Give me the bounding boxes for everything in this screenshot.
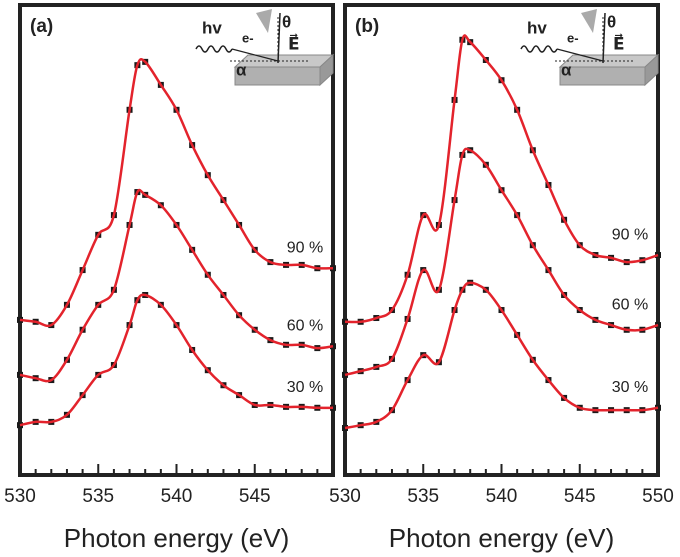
curve-label: 30 % xyxy=(612,379,648,396)
curve-label: 90 % xyxy=(287,239,323,256)
inset-label: θ xyxy=(607,12,616,31)
inset-label: e- xyxy=(242,30,254,45)
inset-diagram: hv e-θE⃗ α xyxy=(520,9,660,87)
x-axis-label: Photon energy (eV) xyxy=(389,523,614,553)
x-axis-label: Photon energy (eV) xyxy=(64,523,289,553)
curve-label: 60 % xyxy=(287,317,323,334)
inset-label: E⃗ xyxy=(288,32,300,53)
x-tick-label: 545 xyxy=(239,486,271,507)
fit-line xyxy=(19,293,334,427)
inset-label: hv xyxy=(202,18,222,37)
photon-arrow xyxy=(556,48,604,62)
data-point xyxy=(655,252,661,259)
inset-diagram: hv e-θE⃗ α xyxy=(195,9,335,87)
fit-line xyxy=(344,34,659,324)
sample-side xyxy=(319,53,334,87)
photon-wave xyxy=(520,45,558,53)
fit-line xyxy=(19,58,334,328)
x-tick-label: 540 xyxy=(161,486,193,507)
x-tick-label: 530 xyxy=(4,486,36,507)
photon-wave xyxy=(195,45,233,53)
inset-label: e- xyxy=(567,30,579,45)
fit-line xyxy=(344,147,659,377)
x-tick-label: 545 xyxy=(564,486,596,507)
analyzer-cone xyxy=(581,9,597,33)
x-tick-label: 530 xyxy=(329,486,361,507)
inset-label: α xyxy=(561,60,572,79)
curve-label: 90 % xyxy=(612,226,648,243)
curve-label: 60 % xyxy=(612,296,648,313)
photon-arrow xyxy=(231,48,279,62)
inset-label: θ xyxy=(282,12,291,31)
panel-label: (a) xyxy=(30,16,53,37)
x-tick-label: 550 xyxy=(642,486,674,507)
x-tick-label: 535 xyxy=(82,486,114,507)
curve-label: 30 % xyxy=(287,379,323,396)
inset-label: α xyxy=(236,60,247,79)
panel-label: (b) xyxy=(355,16,379,37)
inset-label: hv xyxy=(527,18,547,37)
x-tick-label: 540 xyxy=(486,486,518,507)
fit-line xyxy=(344,281,659,430)
sample-side xyxy=(644,53,659,87)
fit-line xyxy=(19,188,334,383)
analyzer-cone xyxy=(256,9,272,33)
x-tick-label: 535 xyxy=(407,486,439,507)
inset-label: E⃗ xyxy=(613,32,625,53)
sample-front xyxy=(559,66,646,86)
sample-front xyxy=(234,66,321,86)
